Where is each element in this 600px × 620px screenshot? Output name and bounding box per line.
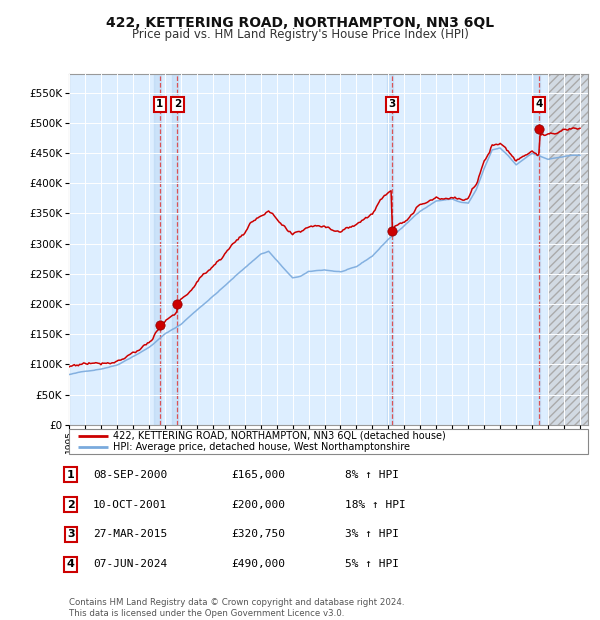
Text: 10-OCT-2001: 10-OCT-2001 xyxy=(93,500,167,510)
Text: 422, KETTERING ROAD, NORTHAMPTON, NN3 6QL: 422, KETTERING ROAD, NORTHAMPTON, NN3 6Q… xyxy=(106,16,494,30)
Text: 4: 4 xyxy=(67,559,75,569)
Text: 2: 2 xyxy=(173,99,181,109)
Text: 3% ↑ HPI: 3% ↑ HPI xyxy=(345,529,399,539)
Text: 07-JUN-2024: 07-JUN-2024 xyxy=(93,559,167,569)
Text: 8% ↑ HPI: 8% ↑ HPI xyxy=(345,470,399,480)
Text: £200,000: £200,000 xyxy=(231,500,285,510)
Text: 08-SEP-2000: 08-SEP-2000 xyxy=(93,470,167,480)
Bar xyxy=(548,74,588,425)
Bar xyxy=(172,74,178,425)
Text: Contains HM Land Registry data © Crown copyright and database right 2024.
This d: Contains HM Land Registry data © Crown c… xyxy=(69,598,404,618)
Bar xyxy=(548,74,588,425)
Text: HPI: Average price, detached house, West Northamptonshire: HPI: Average price, detached house, West… xyxy=(113,442,410,452)
Text: Price paid vs. HM Land Registry's House Price Index (HPI): Price paid vs. HM Land Registry's House … xyxy=(131,28,469,41)
Text: 2: 2 xyxy=(67,500,74,510)
Text: 1: 1 xyxy=(67,470,74,480)
Text: 1: 1 xyxy=(156,99,163,109)
Text: £490,000: £490,000 xyxy=(231,559,285,569)
Point xyxy=(535,124,544,134)
Point xyxy=(172,299,182,309)
Bar xyxy=(154,74,161,425)
Text: £320,750: £320,750 xyxy=(231,529,285,539)
Point xyxy=(155,320,164,330)
Text: £165,000: £165,000 xyxy=(231,470,285,480)
Text: 18% ↑ HPI: 18% ↑ HPI xyxy=(345,500,406,510)
Text: 3: 3 xyxy=(389,99,396,109)
Bar xyxy=(533,74,540,425)
Text: 27-MAR-2015: 27-MAR-2015 xyxy=(93,529,167,539)
Bar xyxy=(386,74,393,425)
Text: 5% ↑ HPI: 5% ↑ HPI xyxy=(345,559,399,569)
Text: 3: 3 xyxy=(67,529,74,539)
Text: 4: 4 xyxy=(535,99,543,109)
Text: 422, KETTERING ROAD, NORTHAMPTON, NN3 6QL (detached house): 422, KETTERING ROAD, NORTHAMPTON, NN3 6Q… xyxy=(113,431,446,441)
Point xyxy=(388,226,397,236)
